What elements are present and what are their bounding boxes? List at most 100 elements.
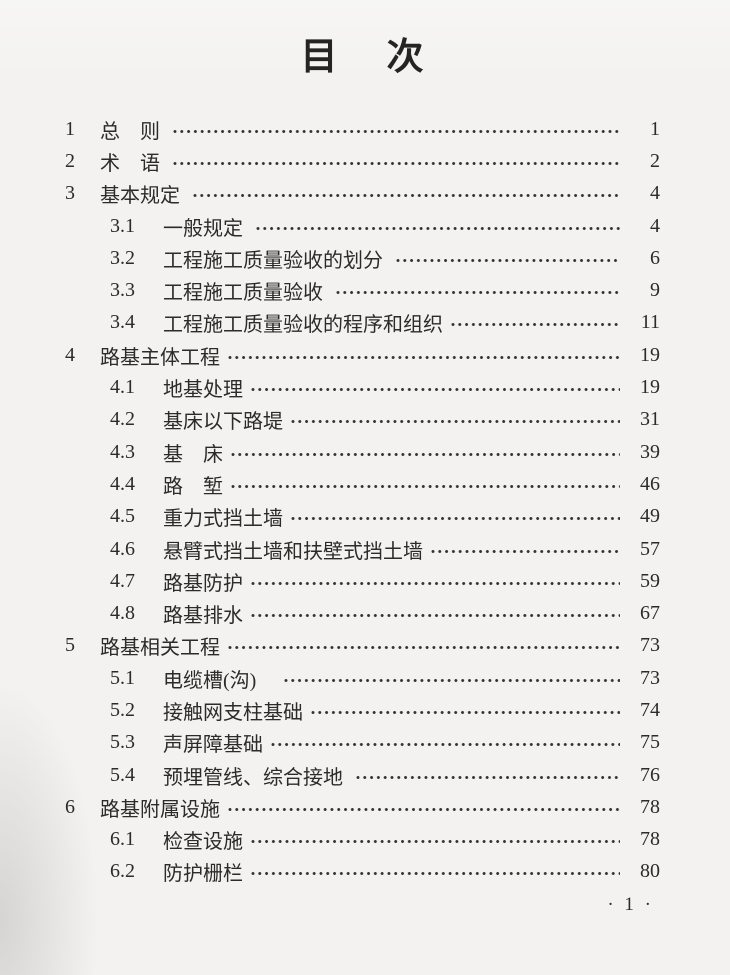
dot-leader bbox=[172, 128, 620, 134]
toc-row-number: 2 bbox=[65, 149, 75, 172]
toc-row-label: 路基防护 bbox=[163, 572, 243, 595]
toc-row-page-number: 57 bbox=[640, 537, 660, 560]
toc-row: 3.2 工程施工质量验收的划分 6 bbox=[0, 242, 660, 274]
toc-row: 5.2 接触网支柱基础 74 bbox=[0, 694, 660, 726]
toc-row: 2 术 语 2 bbox=[0, 145, 660, 177]
dot-leader bbox=[290, 419, 620, 425]
dot-leader bbox=[250, 580, 620, 586]
toc-row-page-number: 6 bbox=[650, 246, 660, 269]
toc-row-label: 接触网支柱基础 bbox=[163, 701, 303, 724]
toc-row-page-number: 19 bbox=[640, 343, 660, 366]
toc-row-label: 防护栅栏 bbox=[163, 863, 243, 886]
toc-row-number: 6.2 bbox=[110, 860, 135, 883]
toc-row-label: 电缆槽(沟) bbox=[163, 669, 277, 692]
dot-leader bbox=[335, 290, 620, 296]
toc-row-page-number: 4 bbox=[650, 182, 660, 205]
toc-row-label: 工程施工质量验收的划分 bbox=[163, 249, 388, 272]
toc-row-page-number: 2 bbox=[650, 149, 660, 172]
toc-row-number: 3.4 bbox=[110, 311, 135, 334]
toc-row-number: 5 bbox=[65, 634, 75, 657]
toc-row-label: 重力式挡土墙 bbox=[163, 508, 283, 531]
toc-row: 5.1 电缆槽(沟) 73 bbox=[0, 662, 660, 694]
dot-leader bbox=[450, 322, 620, 328]
toc-row-label: 路基排水 bbox=[163, 605, 243, 628]
toc-row: 3.4 工程施工质量验收的程序和组织 11 bbox=[0, 307, 660, 339]
dot-leader bbox=[230, 483, 620, 489]
toc-row-label: 基床以下路堤 bbox=[163, 411, 283, 434]
toc-row-page-number: 4 bbox=[650, 214, 660, 237]
toc-row-page-number: 67 bbox=[640, 602, 660, 625]
toc-row: 4.3 基 床 39 bbox=[0, 436, 660, 468]
dot-leader bbox=[172, 160, 620, 166]
toc-row: 4.4 路 堑 46 bbox=[0, 468, 660, 500]
toc-row-number: 4.1 bbox=[110, 376, 135, 399]
toc-row: 4.5 重力式挡土墙 49 bbox=[0, 501, 660, 533]
dot-leader bbox=[250, 839, 620, 845]
toc-row-page-number: 78 bbox=[640, 828, 660, 851]
footer-page-number: · 1 · bbox=[607, 894, 654, 915]
toc-row-label: 工程施工质量验收 bbox=[163, 282, 328, 305]
dot-leader bbox=[250, 871, 620, 877]
toc-row-number: 4.5 bbox=[110, 505, 135, 528]
toc-row-number: 4.8 bbox=[110, 602, 135, 625]
toc-row: 4.7 路基防护 59 bbox=[0, 565, 660, 597]
toc-row-label: 路基主体工程 bbox=[100, 346, 220, 369]
toc-row-number: 3.1 bbox=[110, 214, 135, 237]
dot-leader bbox=[227, 354, 620, 360]
toc-row-page-number: 74 bbox=[640, 698, 660, 721]
dot-leader bbox=[283, 677, 620, 683]
toc-row-page-number: 11 bbox=[640, 311, 660, 334]
toc-row-page-number: 31 bbox=[640, 408, 660, 431]
toc-row-number: 4.3 bbox=[110, 440, 135, 463]
toc-row-number: 5.3 bbox=[110, 731, 135, 754]
toc-row-page-number: 39 bbox=[640, 440, 660, 463]
toc-row-page-number: 59 bbox=[640, 569, 660, 592]
toc-row-page-number: 76 bbox=[640, 763, 660, 786]
toc-row-page-number: 1 bbox=[650, 117, 660, 140]
dot-leader bbox=[290, 516, 620, 522]
toc-row: 5 路基相关工程 73 bbox=[0, 630, 660, 662]
toc-row: 4 路基主体工程 19 bbox=[0, 339, 660, 371]
toc-row-label: 路基相关工程 bbox=[100, 637, 220, 660]
toc-row: 3.3 工程施工质量验收 9 bbox=[0, 274, 660, 306]
dot-leader bbox=[192, 193, 620, 199]
toc-row: 3 基本规定 4 bbox=[0, 178, 660, 210]
toc-row-page-number: 9 bbox=[650, 279, 660, 302]
dot-leader bbox=[250, 613, 620, 619]
dot-leader bbox=[310, 709, 620, 715]
toc-row-number: 3.2 bbox=[110, 246, 135, 269]
toc-row-number: 5.1 bbox=[110, 666, 135, 689]
toc-row-label: 基本规定 bbox=[100, 185, 185, 208]
toc-row: 3.1 一般规定 4 bbox=[0, 210, 660, 242]
toc-row-page-number: 46 bbox=[640, 472, 660, 495]
toc-row: 1 总 则 1 bbox=[0, 113, 660, 145]
toc-row-label: 检查设施 bbox=[163, 831, 243, 854]
toc-row-number: 6 bbox=[65, 795, 75, 818]
toc-row-number: 1 bbox=[65, 117, 75, 140]
toc-row-number: 3 bbox=[65, 182, 75, 205]
toc-row-page-number: 73 bbox=[640, 666, 660, 689]
toc-row: 6.2 防护栅栏 80 bbox=[0, 856, 660, 888]
toc-row-label: 一般规定 bbox=[163, 217, 248, 240]
toc-row-page-number: 49 bbox=[640, 505, 660, 528]
dot-leader bbox=[430, 548, 620, 554]
dot-leader bbox=[270, 742, 620, 748]
toc-row-label: 悬臂式挡土墙和扶壁式挡土墙 bbox=[163, 540, 423, 563]
toc-row: 4.1 地基处理 19 bbox=[0, 371, 660, 403]
toc-row-number: 5.4 bbox=[110, 763, 135, 786]
toc-row-page-number: 78 bbox=[640, 795, 660, 818]
toc-row-page-number: 75 bbox=[640, 731, 660, 754]
toc-row-page-number: 19 bbox=[640, 376, 660, 399]
dot-leader bbox=[227, 645, 620, 651]
dot-leader bbox=[355, 774, 620, 780]
toc-row-label: 预埋管线、综合接地 bbox=[163, 766, 348, 789]
toc-row-number: 5.2 bbox=[110, 698, 135, 721]
toc-row: 5.4 预埋管线、综合接地 76 bbox=[0, 759, 660, 791]
dot-leader bbox=[227, 806, 620, 812]
dot-leader bbox=[230, 451, 620, 457]
toc-row: 6 路基附属设施 78 bbox=[0, 791, 660, 823]
toc-row-page-number: 73 bbox=[640, 634, 660, 657]
toc-row-number: 6.1 bbox=[110, 828, 135, 851]
toc-row: 5.3 声屏障基础 75 bbox=[0, 727, 660, 759]
